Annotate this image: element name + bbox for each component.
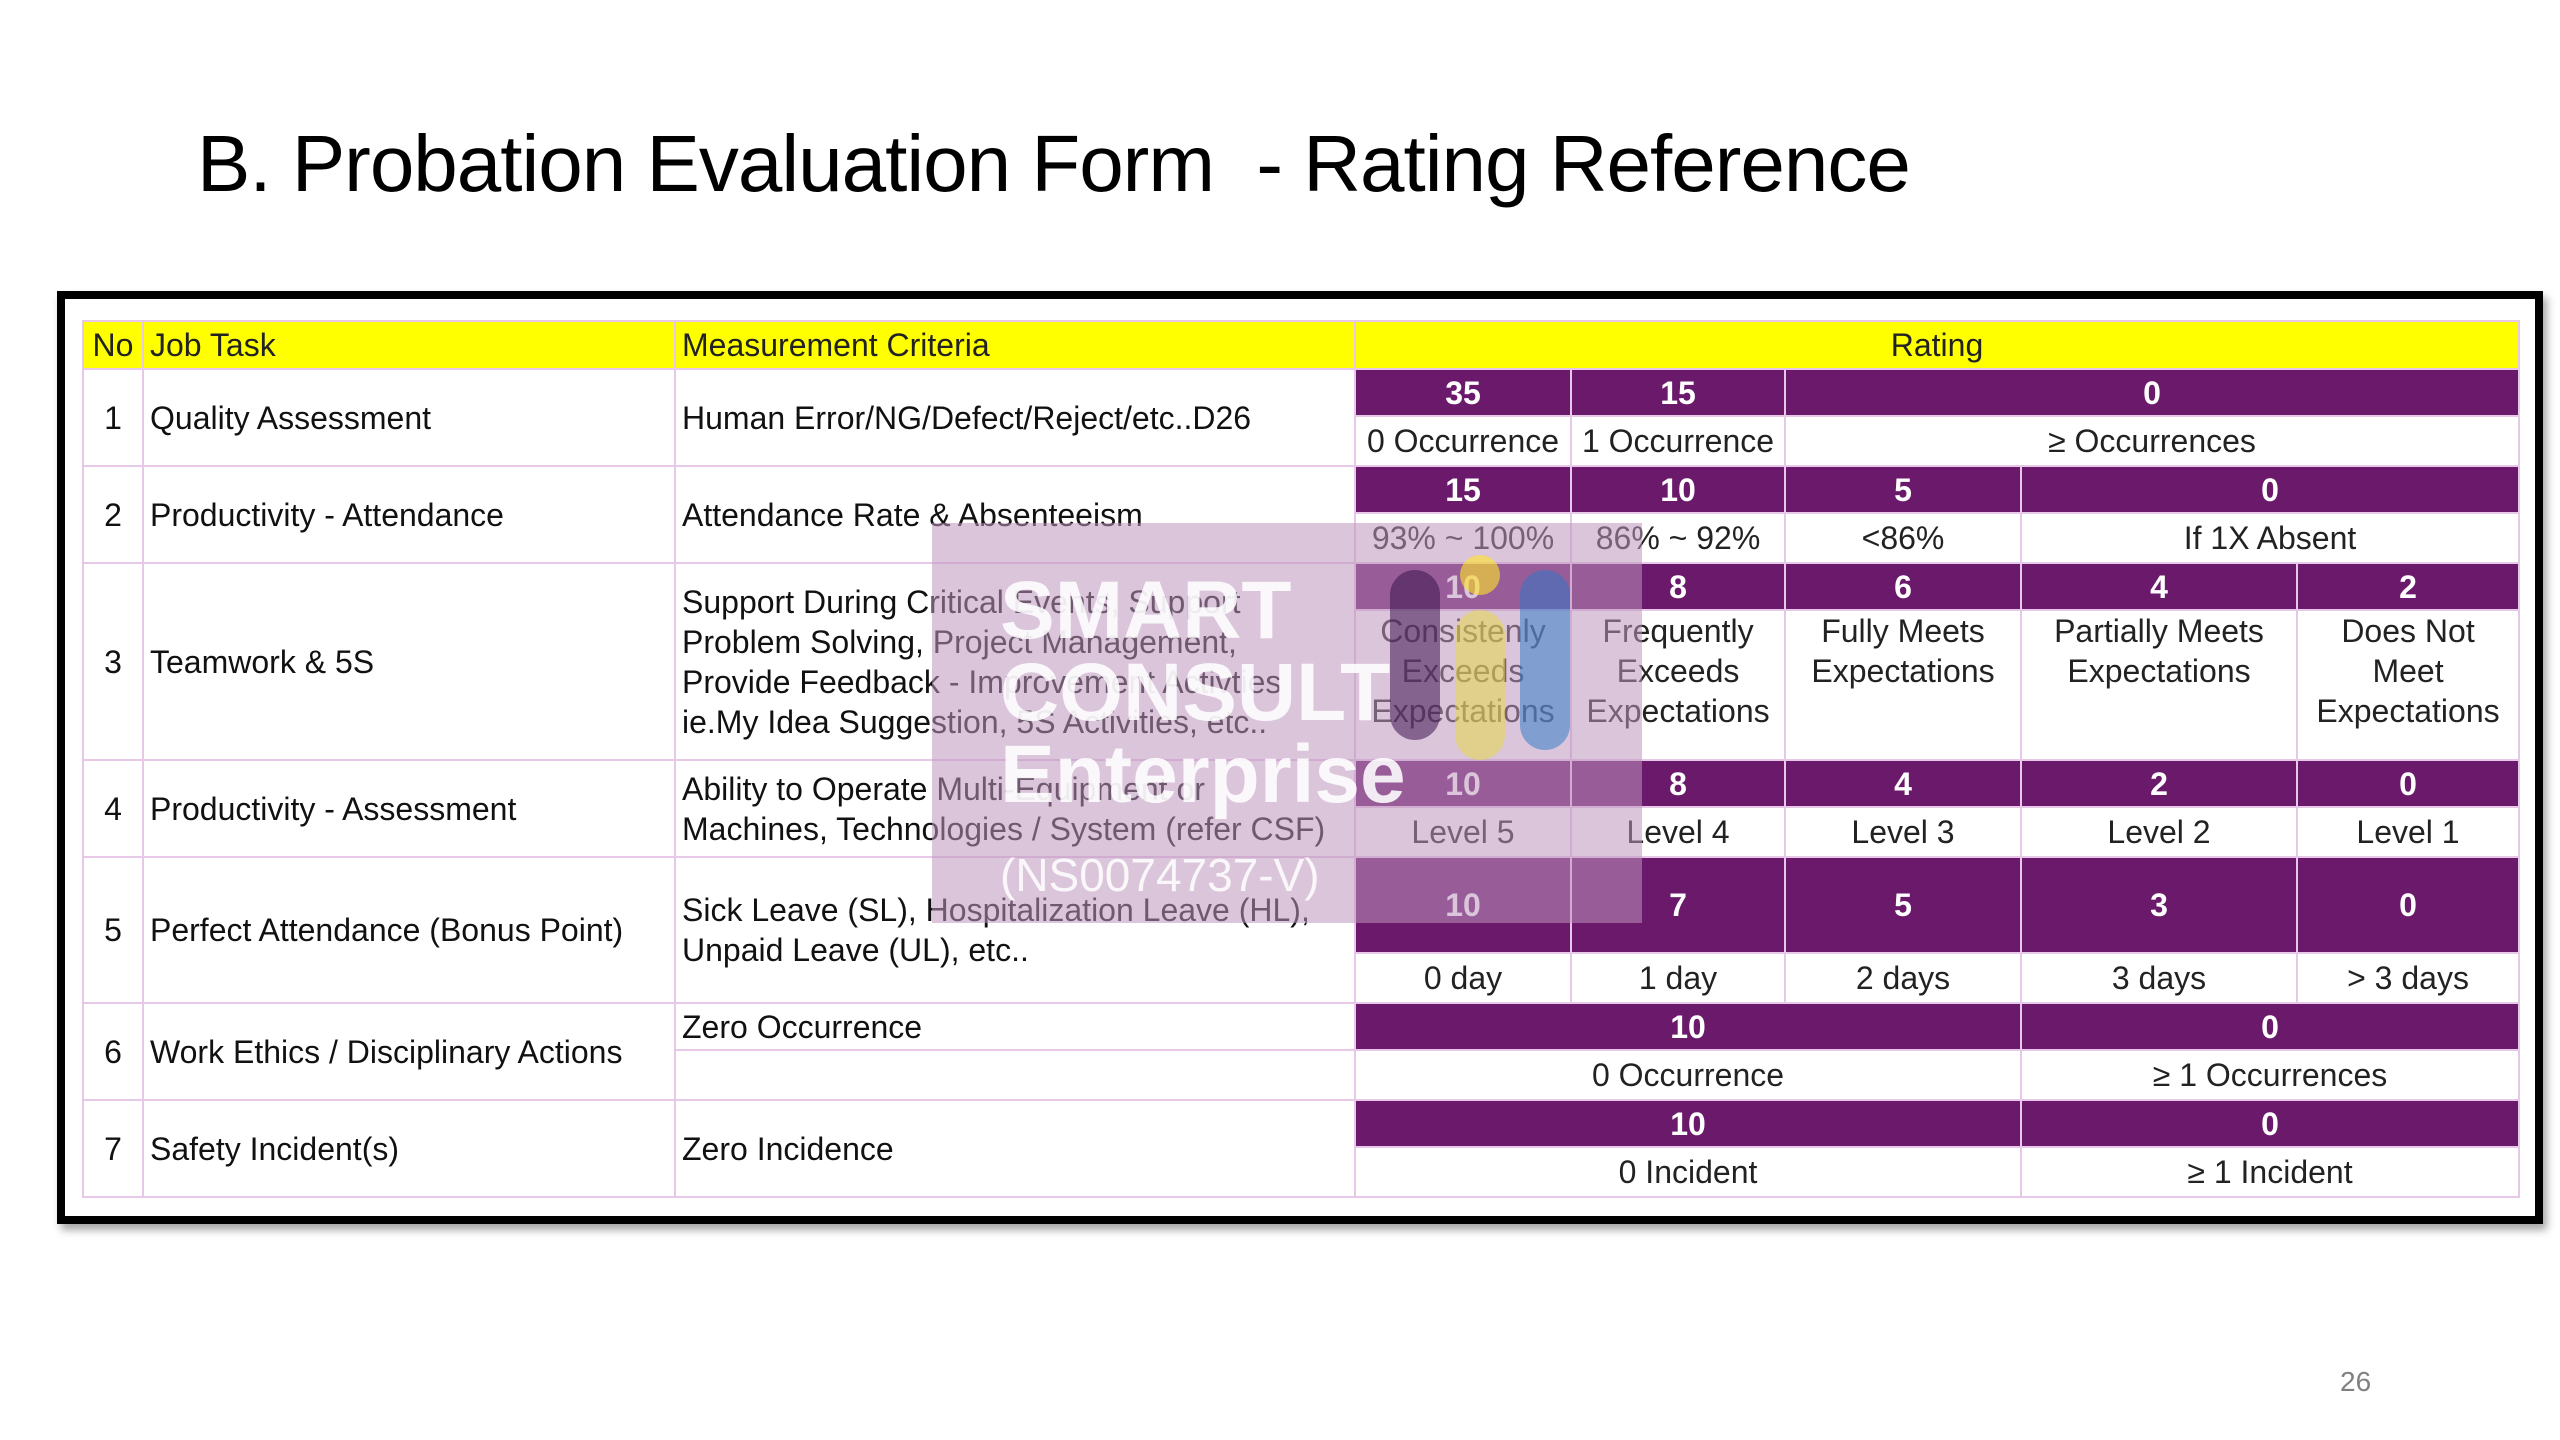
rating-score: 15 (1570, 368, 1786, 417)
measurement-criteria: Attendance Rate & Absenteeism (674, 465, 1356, 564)
rating-label: Partially Meets Expectations (2020, 609, 2298, 761)
row-number: 4 (82, 759, 144, 858)
job-task: Perfect Attendance (Bonus Point) (142, 856, 676, 1004)
rating-score: 8 (1570, 562, 1786, 611)
rating-label: ≥ 1 Incident (2019, 1146, 2521, 1198)
row-number: 5 (82, 856, 144, 1004)
rating-label: 93% ~ 100% (1354, 512, 1572, 564)
rating-label: 3 days (2020, 952, 2298, 1004)
rating-score: 0 (2019, 1099, 2521, 1148)
rating-score: 0 (2019, 1002, 2521, 1051)
table-row: 5 Perfect Attendance (Bonus Point) Sick … (82, 856, 2521, 1004)
rating-label: > 3 days (2295, 952, 2521, 1004)
row-number: 2 (82, 465, 144, 564)
header-measurement-criteria: Measurement Criteria (674, 320, 1356, 370)
job-task: Work Ethics / Disciplinary Actions (142, 1002, 676, 1101)
rating-score: 10 (1570, 465, 1786, 514)
page-number: 26 (2340, 1366, 2372, 1397)
rating-reference-table: No Job Task Measurement Criteria Rating … (82, 320, 2521, 1198)
rating-label: 0 Occurrence (1354, 415, 1572, 467)
rating-label: ≥ Occurrences (1783, 415, 2521, 467)
rating-label: Consistenly Exceeds Expectations (1354, 609, 1572, 761)
rating-score: 0 (2295, 759, 2521, 808)
row-number: 1 (82, 368, 144, 467)
row-number: 3 (82, 562, 144, 761)
rating-score: 5 (1784, 856, 2022, 954)
rating-score: 7 (1570, 856, 1786, 954)
rating-label: Frequently Exceeds Expectations (1570, 609, 1786, 761)
table-row: 2 Productivity - Attendance Attendance R… (82, 465, 2521, 564)
rating-label: Level 5 (1354, 806, 1572, 858)
rating-score: 2 (2295, 562, 2521, 611)
rating-label: Level 4 (1570, 806, 1786, 858)
rating-label: Level 3 (1784, 806, 2022, 858)
table-row: 4 Productivity - Assessment Ability to O… (82, 759, 2521, 858)
rating-score: 0 (2295, 856, 2521, 954)
header-no: No (82, 320, 144, 370)
rating-label: Fully Meets Expectations (1784, 609, 2022, 761)
rating-score: 4 (1784, 759, 2022, 808)
slide-title: B. Probation Evaluation Form - Rating Re… (197, 119, 1911, 208)
job-task: Quality Assessment (142, 368, 676, 467)
rating-score: 10 (1354, 1002, 2022, 1051)
header-row: No Job Task Measurement Criteria Rating (82, 320, 2521, 370)
measurement-criteria: Human Error/NG/Defect/Reject/etc..D26 (674, 368, 1356, 467)
header-job-task: Job Task (142, 320, 676, 370)
rating-label: 0 Occurrence (1354, 1049, 2022, 1101)
rating-score: 10 (1354, 856, 1572, 954)
table-row: 0 Occurrence ≥ 1 Occurrences (83, 1049, 2521, 1101)
measurement-criteria: Support During Critical Events, Support … (674, 562, 1356, 761)
rating-label: 86% ~ 92% (1570, 512, 1786, 564)
row-number: 7 (82, 1099, 144, 1198)
rating-label: 1 day (1570, 952, 1786, 1004)
rating-score: 35 (1354, 368, 1572, 417)
rating-label: Level 1 (2295, 806, 2521, 858)
rating-label: ≥ 1 Occurrences (2019, 1049, 2521, 1101)
measurement-criteria: Sick Leave (SL), Hospitalization Leave (… (674, 856, 1356, 1004)
criteria-blank-cell (674, 1049, 1356, 1101)
table-row: 0 day 1 day 2 days 3 days > 3 days (83, 952, 2521, 1004)
measurement-criteria: Zero Occurrence (674, 1002, 1356, 1051)
job-task: Productivity - Attendance (142, 465, 676, 564)
rating-label: If 1X Absent (2019, 512, 2521, 564)
rating-label: 0 day (1354, 952, 1572, 1004)
rating-score: 0 (1783, 368, 2521, 417)
rating-score: 10 (1354, 562, 1572, 611)
rating-score: 2 (2020, 759, 2298, 808)
rating-score: 10 (1354, 759, 1572, 808)
rating-score: 10 (1354, 1099, 2022, 1148)
rating-label: 1 Occurrence (1570, 415, 1786, 467)
header-rating: Rating (1353, 320, 2521, 370)
table-row: 0 Occurrence 1 Occurrence ≥ Occurrences (83, 415, 2521, 467)
table-row: 1 Quality Assessment Human Error/NG/Defe… (82, 368, 2521, 467)
rating-score: 6 (1784, 562, 2022, 611)
rating-score: 0 (2019, 465, 2521, 514)
rating-score: 5 (1784, 465, 2022, 514)
job-task: Safety Incident(s) (142, 1099, 676, 1198)
rating-label: <86% (1784, 512, 2022, 564)
rating-label: Level 2 (2020, 806, 2298, 858)
rating-score: 4 (2020, 562, 2298, 611)
job-task: Productivity - Assessment (142, 759, 676, 858)
table-row: 3 Teamwork & 5S Support During Critical … (82, 562, 2521, 761)
table-row: 7 Safety Incident(s) Zero Incidence 10 0 (82, 1099, 2521, 1198)
job-task: Teamwork & 5S (142, 562, 676, 761)
measurement-criteria: Zero Incidence (674, 1099, 1356, 1198)
rating-score: 3 (2020, 856, 2298, 954)
rating-score: 15 (1354, 465, 1572, 514)
measurement-criteria: Ability to Operate Multi-Equipment or Ma… (674, 759, 1356, 858)
rating-label: 2 days (1784, 952, 2022, 1004)
table-row: 0 Incident ≥ 1 Incident (83, 1146, 2521, 1198)
row-number: 6 (82, 1002, 144, 1101)
rating-label: 0 Incident (1354, 1146, 2022, 1198)
table-row: 6 Work Ethics / Disciplinary Actions Zer… (82, 1002, 2521, 1101)
rating-label: Does Not Meet Expectations (2295, 609, 2521, 761)
rating-score: 8 (1570, 759, 1786, 808)
